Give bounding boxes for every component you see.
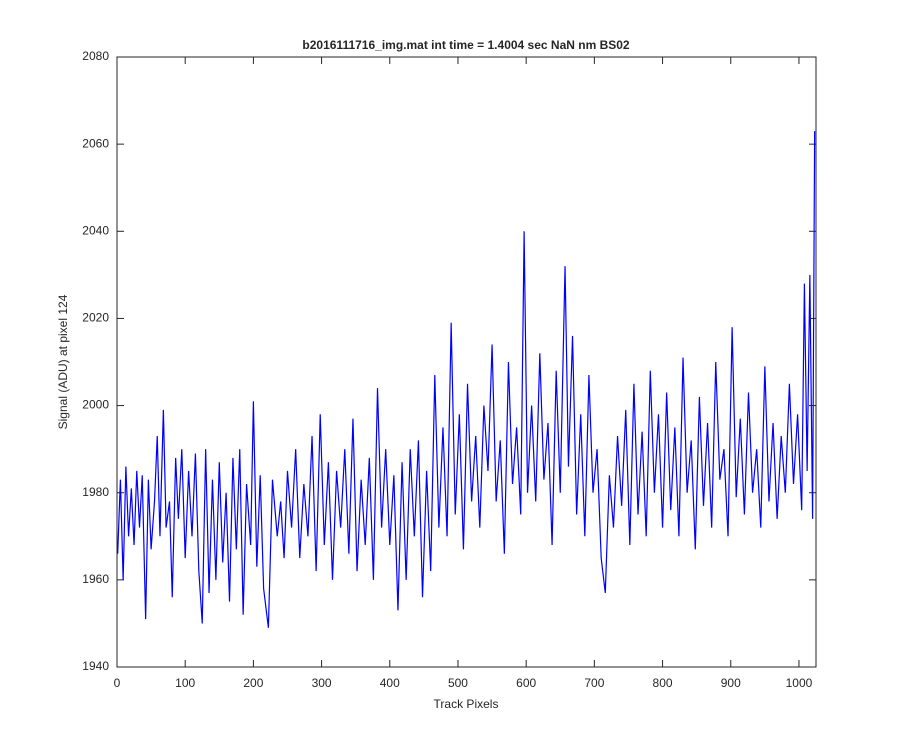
y-tick-label: 2000 xyxy=(82,398,109,412)
x-axis-label: Track Pixels xyxy=(434,697,499,711)
y-tick-label: 1960 xyxy=(82,572,109,586)
x-tick-label: 1000 xyxy=(786,676,813,690)
x-tick-label: 300 xyxy=(312,676,332,690)
y-axis-label: Signal (ADU) at pixel 124 xyxy=(56,294,70,429)
x-tick-label: 900 xyxy=(721,676,741,690)
plot-area xyxy=(116,56,817,668)
x-tick-label: 800 xyxy=(653,676,673,690)
y-tick-label: 1940 xyxy=(82,659,109,673)
y-tick-label: 2040 xyxy=(82,223,109,237)
y-tick-label: 2060 xyxy=(82,136,109,150)
x-tick-label: 0 xyxy=(114,676,121,690)
data-line xyxy=(117,131,816,628)
x-tick-label: 400 xyxy=(380,676,400,690)
x-tick-label: 100 xyxy=(175,676,195,690)
y-tick-label: 2020 xyxy=(82,311,109,325)
x-tick-label: 500 xyxy=(448,676,468,690)
x-tick-label: 600 xyxy=(516,676,536,690)
x-tick-label: 700 xyxy=(584,676,604,690)
chart-title: b2016111716_img.mat int time = 1.4004 se… xyxy=(302,38,630,52)
y-tick-label: 2080 xyxy=(82,49,109,63)
y-tick-label: 1980 xyxy=(82,485,109,499)
x-tick-label: 200 xyxy=(243,676,263,690)
